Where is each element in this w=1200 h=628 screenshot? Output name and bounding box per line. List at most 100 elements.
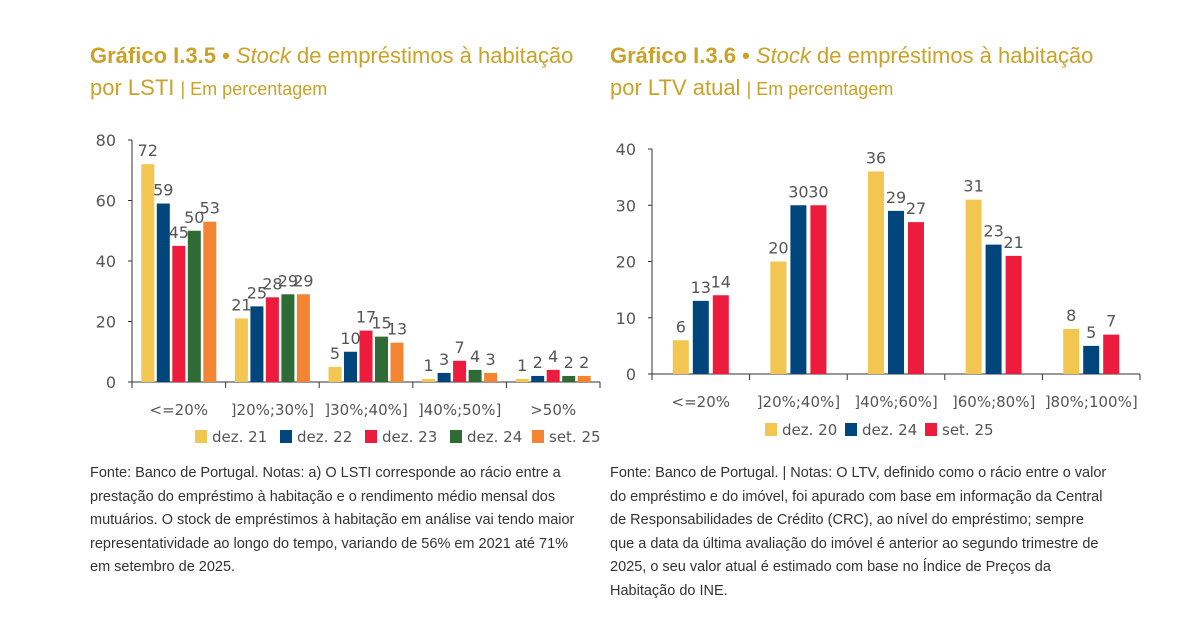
- bar: [344, 351, 357, 382]
- bar: [692, 300, 709, 374]
- data-label: 10: [340, 329, 360, 348]
- bar: [375, 336, 388, 382]
- data-label: 4: [548, 347, 558, 366]
- chart-title-ltv: Gráfico I.3.6 • Stock de empréstimos à h…: [610, 43, 1094, 100]
- legend-label: dez. 24: [467, 428, 522, 446]
- data-label: 20: [768, 239, 788, 258]
- y-tick-label: 40: [616, 140, 636, 159]
- bar: [172, 245, 186, 382]
- category-label: ]20%;30%]: [231, 401, 314, 419]
- y-tick-label: 80: [96, 131, 116, 150]
- category-label: ]40%;50%]: [418, 401, 501, 419]
- data-label: 14: [711, 272, 731, 291]
- data-label: 28: [262, 274, 282, 293]
- bar: [770, 261, 787, 374]
- data-label: 29: [293, 271, 313, 290]
- data-label: 36: [866, 149, 886, 168]
- title-text: de empréstimos à habitação por LTV atual: [610, 43, 1094, 100]
- bar: [1063, 329, 1080, 374]
- bar: [577, 375, 591, 382]
- bar: [810, 205, 827, 374]
- chart-number: Gráfico I.3.6: [610, 43, 736, 68]
- legend-swatch: [925, 423, 937, 436]
- data-label: 31: [963, 177, 983, 196]
- data-label: 45: [169, 223, 189, 242]
- y-tick-label: 40: [96, 252, 116, 271]
- data-label: 15: [371, 314, 391, 333]
- y-tick-label: 0: [106, 373, 116, 392]
- bar: [203, 221, 217, 382]
- data-label: 7: [1106, 312, 1116, 331]
- category-label: <=20%: [150, 401, 208, 419]
- data-label: 4: [470, 347, 480, 366]
- legend-swatch: [365, 430, 377, 443]
- data-label: 29: [278, 271, 298, 290]
- bar: [790, 205, 807, 374]
- bar: [888, 210, 904, 374]
- chart-notes-lsti: Fonte: Banco de Portugal. Notas: a) O LS…: [90, 465, 575, 575]
- bar: [328, 366, 342, 382]
- legend-swatch: [532, 430, 544, 443]
- bar: [437, 372, 451, 382]
- y-tick-label: 20: [96, 313, 116, 332]
- data-label: 8: [1066, 306, 1076, 325]
- y-tick-label: 20: [616, 253, 636, 272]
- bar: [250, 306, 264, 382]
- category-label: ]20%;40%]: [757, 393, 840, 411]
- data-label: 21: [1003, 233, 1023, 252]
- data-label: 2: [533, 353, 543, 372]
- data-label: 29: [886, 188, 906, 207]
- bar: [187, 230, 201, 382]
- bar: [531, 375, 545, 382]
- bar: [234, 318, 248, 382]
- legend-swatch: [280, 430, 292, 443]
- data-label: 50: [184, 208, 204, 227]
- bar: [390, 342, 404, 382]
- title-stock: Stock: [755, 43, 811, 68]
- data-label: 30: [808, 182, 828, 201]
- legend-swatch: [195, 430, 207, 443]
- data-label: 2: [579, 353, 589, 372]
- legend-label: set. 25: [942, 421, 994, 439]
- data-label: 21: [231, 295, 251, 314]
- data-label: 59: [153, 181, 173, 200]
- bar: [1083, 345, 1100, 374]
- y-tick-label: 60: [96, 192, 116, 211]
- data-label: 30: [788, 182, 808, 201]
- y-tick-label: 10: [616, 309, 636, 328]
- legend-swatch: [765, 423, 777, 436]
- bar: [1103, 334, 1120, 374]
- chart-subtitle: | Em percentagem: [746, 79, 894, 99]
- data-label: 6: [676, 317, 686, 336]
- legend-swatch: [845, 423, 857, 436]
- legend-label: dez. 24: [862, 421, 917, 439]
- data-label: 25: [247, 283, 267, 302]
- chart-lsti: 020406080<=20%7259455053]20%;30%]2125282…: [96, 131, 601, 446]
- bar: [468, 369, 482, 382]
- title-stock: Stock: [235, 43, 291, 68]
- chart-subtitle: | Em percentagem: [180, 79, 328, 99]
- legend-label: dez. 23: [382, 428, 437, 446]
- legend-label: dez. 22: [297, 428, 352, 446]
- category-label: ]60%;80%]: [952, 393, 1035, 411]
- bar: [141, 164, 155, 382]
- category-label: ]30%;40%]: [324, 401, 407, 419]
- bar: [453, 360, 467, 382]
- data-label: 3: [439, 350, 449, 369]
- bar: [296, 294, 310, 382]
- bar: [515, 378, 529, 382]
- bar: [484, 372, 498, 382]
- bar: [672, 340, 689, 374]
- data-label: 23: [983, 222, 1003, 241]
- legend-label: dez. 20: [782, 421, 837, 439]
- bar: [908, 222, 924, 374]
- data-label: 1: [517, 356, 527, 375]
- legend-label: set. 25: [549, 428, 601, 446]
- bar: [422, 378, 436, 382]
- bar: [281, 294, 295, 382]
- data-label: 17: [356, 308, 376, 327]
- chart-title-lsti: Gráfico I.3.5 • Stock de empréstimos à h…: [90, 43, 574, 100]
- data-label: 13: [387, 320, 407, 339]
- data-label: 5: [330, 344, 340, 363]
- bar: [546, 369, 560, 382]
